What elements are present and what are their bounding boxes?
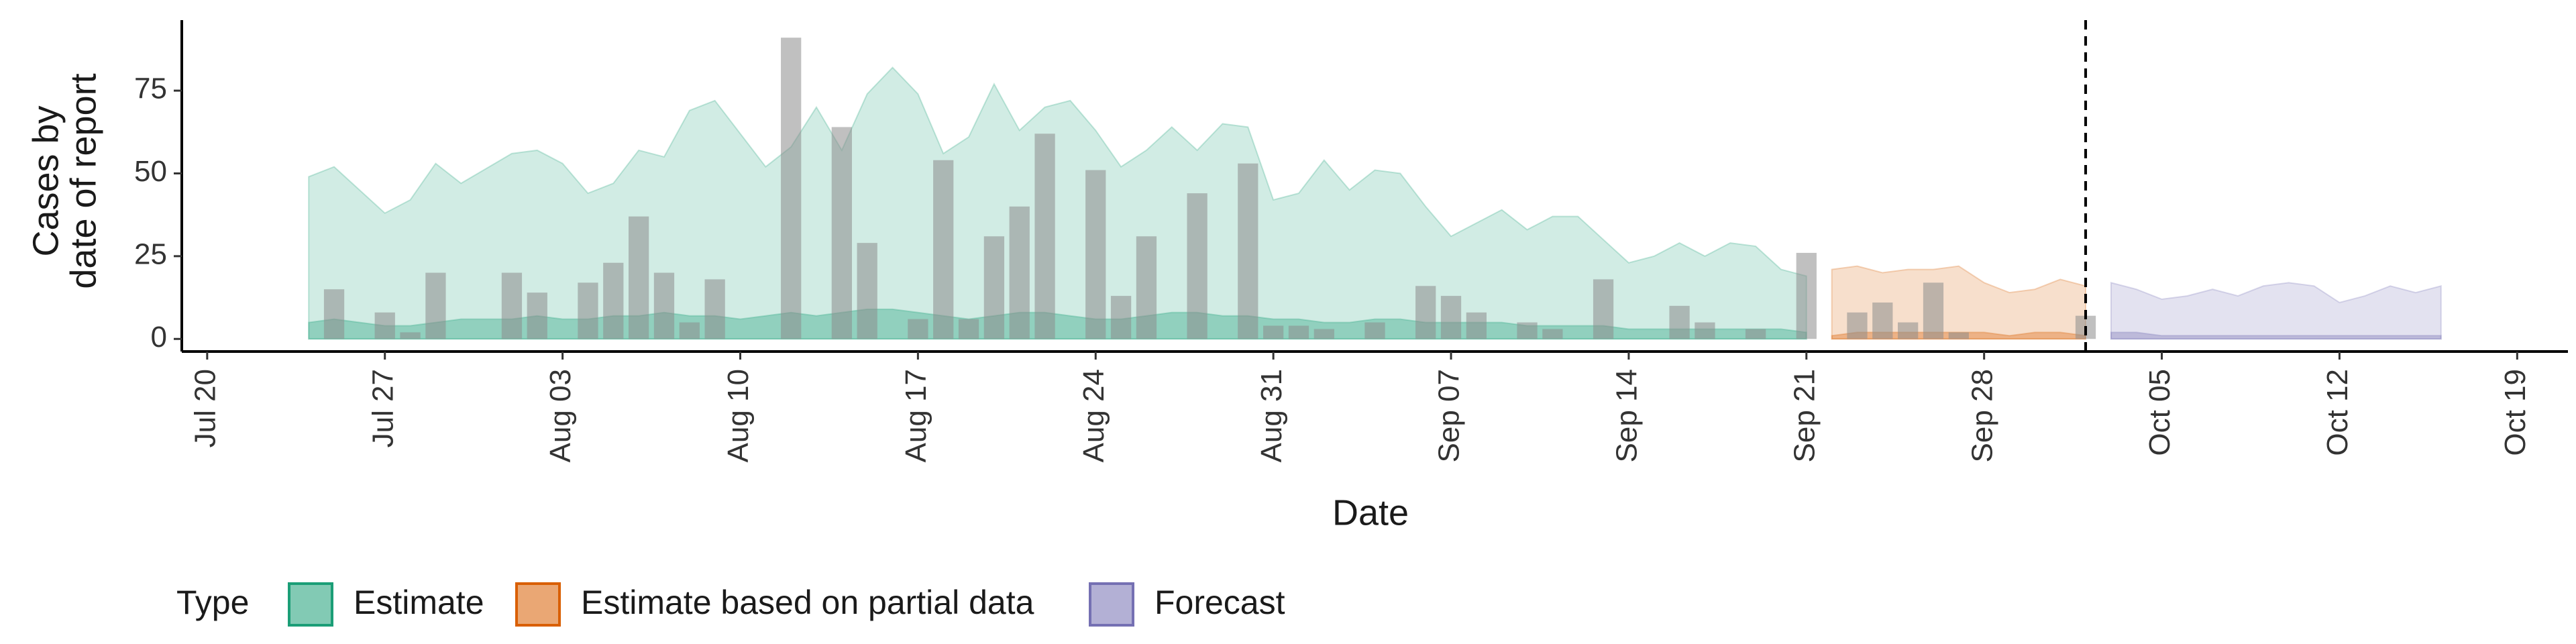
reported-bar xyxy=(781,38,802,339)
reported-bar xyxy=(1872,302,1893,339)
y-axis-title: Cases by xyxy=(25,105,66,256)
reported-bar xyxy=(1110,296,1132,339)
x-tick-label: Aug 17 xyxy=(900,369,932,462)
legend-label: Estimate based on partial data xyxy=(581,584,1034,621)
x-tick-label: Sep 28 xyxy=(1966,369,1998,462)
legend-title: Type xyxy=(176,584,249,621)
x-tick-label: Aug 31 xyxy=(1255,369,1288,462)
reported-bar xyxy=(983,236,1005,339)
reported-bar xyxy=(1136,236,1157,339)
reported-bar xyxy=(1263,325,1284,339)
reported-bar xyxy=(1415,286,1436,339)
reported-bar xyxy=(933,160,954,339)
reported-bar xyxy=(425,272,446,339)
reported-bar xyxy=(831,127,852,339)
reported-bar xyxy=(1313,329,1334,339)
reported-bar xyxy=(1796,252,1817,339)
y-tick-label: 0 xyxy=(151,321,167,354)
reported-bar xyxy=(704,279,725,339)
inner-band xyxy=(2110,331,2442,340)
reported-bar xyxy=(958,319,979,339)
reported-bar xyxy=(501,272,523,339)
reported-bar xyxy=(1745,329,1766,339)
legend-label: Forecast xyxy=(1155,584,1285,621)
x-tick-label: Oct 19 xyxy=(2499,369,2532,456)
reported-bar xyxy=(1923,282,1944,339)
legend-swatch xyxy=(1089,582,1134,627)
reported-bar xyxy=(374,312,395,339)
reported-bar xyxy=(1187,193,1208,339)
reported-bar xyxy=(1695,322,1715,339)
x-tick-label: Aug 24 xyxy=(1077,369,1110,462)
reported-bar xyxy=(1238,163,1258,339)
x-tick-label: Sep 14 xyxy=(1611,369,1644,462)
reported-bar xyxy=(1364,322,1385,339)
x-tick-label: Aug 03 xyxy=(544,369,577,462)
x-tick-label: Oct 12 xyxy=(2321,369,2354,456)
reported-bar xyxy=(679,322,700,339)
legend-label: Estimate xyxy=(354,584,484,621)
outer-band xyxy=(2110,282,2442,340)
outer-band xyxy=(1831,265,2087,340)
reported-bar xyxy=(653,272,675,339)
reported-bar xyxy=(628,216,649,339)
x-tick-label: Jul 20 xyxy=(189,369,221,447)
reported-bar xyxy=(1898,322,1919,339)
reported-bar xyxy=(908,319,928,339)
x-tick-label: Sep 07 xyxy=(1433,369,1466,462)
reported-bar xyxy=(1593,279,1614,339)
x-tick-label: Sep 21 xyxy=(1788,369,1821,462)
y-tick-label: 50 xyxy=(134,155,167,188)
reported-bar xyxy=(1847,312,1868,339)
reported-bar xyxy=(1009,206,1030,339)
reported-bar xyxy=(1085,170,1106,339)
y-tick-label: 25 xyxy=(134,237,167,270)
x-tick-label: Aug 10 xyxy=(722,369,755,462)
x-axis-title: Date xyxy=(1332,492,1409,533)
reported-bar xyxy=(857,243,877,339)
reported-bar xyxy=(400,332,421,339)
reported-bar xyxy=(1542,329,1563,339)
reported-bar xyxy=(1440,296,1462,339)
reported-bar xyxy=(1034,133,1055,339)
x-tick-label: Oct 05 xyxy=(2143,369,2176,456)
reported-bar xyxy=(323,289,345,339)
reported-bar xyxy=(1948,332,1969,339)
reported-bar xyxy=(1517,322,1538,339)
x-tick-label: Jul 27 xyxy=(366,369,399,447)
legend-swatch xyxy=(515,582,561,627)
legend-swatch xyxy=(288,582,333,627)
reported-bar xyxy=(603,262,624,339)
reported-bar xyxy=(527,292,547,339)
y-axis-title: date of report xyxy=(63,73,103,288)
reported-bar xyxy=(1466,312,1487,339)
reported-bar xyxy=(1669,305,1690,339)
reported-bar xyxy=(1288,325,1309,339)
y-tick-label: 75 xyxy=(134,72,167,105)
reported-bar xyxy=(578,282,598,339)
